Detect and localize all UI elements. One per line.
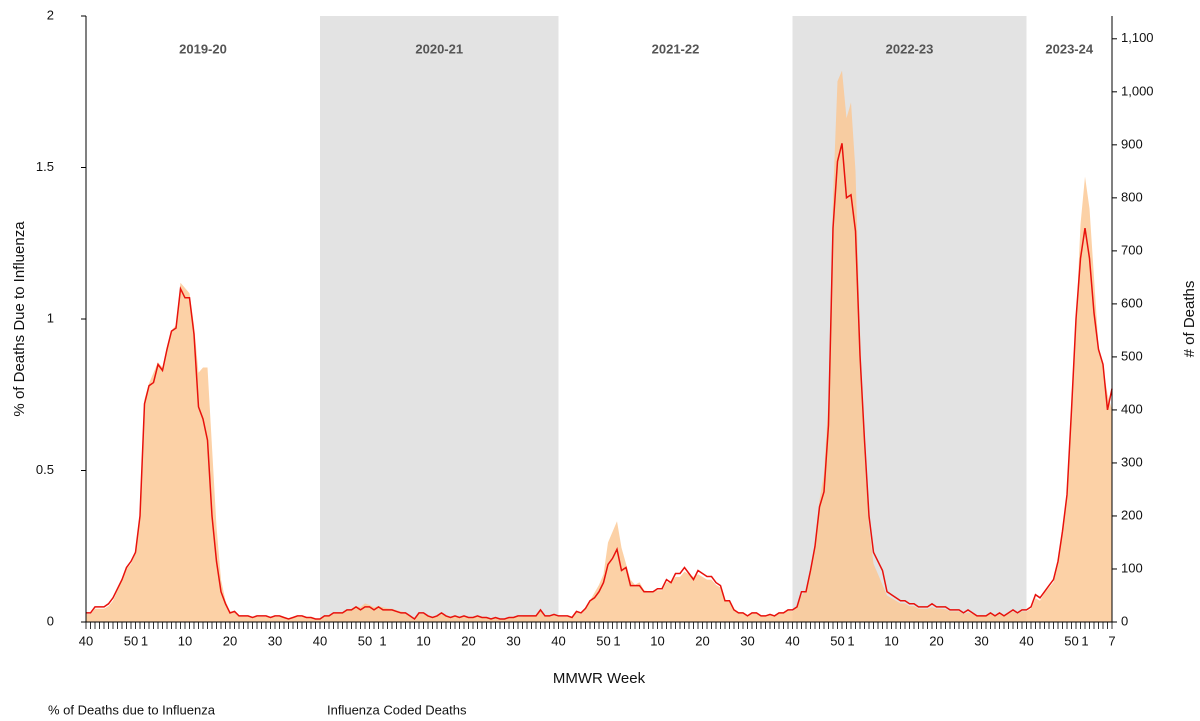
y2-tick-label: 800 bbox=[1121, 189, 1143, 204]
x-tick-label: 50 bbox=[124, 633, 138, 648]
x-tick-label: 40 bbox=[79, 633, 93, 648]
y-axis-title: % of Deaths Due to Influenza bbox=[11, 221, 28, 417]
x-axis-title: MMWR Week bbox=[553, 670, 646, 687]
y2-tick-label: 900 bbox=[1121, 136, 1143, 151]
x-tick-label: 30 bbox=[506, 633, 520, 648]
x-tick-label: 40 bbox=[313, 633, 327, 648]
season-label: 2020-21 bbox=[415, 41, 463, 56]
x-tick-label: 20 bbox=[223, 633, 237, 648]
x-tick-label: 1 bbox=[847, 633, 854, 648]
y-tick-label: 0 bbox=[47, 613, 54, 628]
y-tick-label: 2 bbox=[47, 7, 54, 22]
y-tick-label: 1 bbox=[47, 310, 54, 325]
x-tick-label: 20 bbox=[695, 633, 709, 648]
x-tick-label: 10 bbox=[416, 633, 430, 648]
x-tick-label: 20 bbox=[929, 633, 943, 648]
x-tick-label: 30 bbox=[740, 633, 754, 648]
y2-axis-title: # of Deaths bbox=[1181, 281, 1198, 358]
y2-tick-label: 300 bbox=[1121, 454, 1143, 469]
x-tick-label: 50 bbox=[830, 633, 844, 648]
y2-tick-label: 100 bbox=[1121, 560, 1143, 575]
x-tick-label: 40 bbox=[1019, 633, 1033, 648]
x-tick-label: 10 bbox=[178, 633, 192, 648]
x-tick-label: 30 bbox=[974, 633, 988, 648]
x-tick-label: 1 bbox=[613, 633, 620, 648]
y2-tick-label: 500 bbox=[1121, 348, 1143, 363]
y2-tick-label: 400 bbox=[1121, 401, 1143, 416]
deaths-area bbox=[86, 70, 1112, 623]
y2-tick-label: 700 bbox=[1121, 242, 1143, 257]
x-tick-label: 1 bbox=[141, 633, 148, 648]
y2-tick-label: 1,000 bbox=[1121, 83, 1154, 98]
y2-tick-label: 0 bbox=[1121, 613, 1128, 628]
x-tick-label: 30 bbox=[268, 633, 282, 648]
x-tick-label: 1 bbox=[379, 633, 386, 648]
x-tick-label: 1 bbox=[1081, 633, 1088, 648]
season-label: 2021-22 bbox=[652, 41, 700, 56]
percent-line bbox=[86, 143, 1113, 621]
x-tick-label: 7 bbox=[1108, 633, 1115, 648]
y2-tick-label: 200 bbox=[1121, 507, 1143, 522]
x-tick-label: 10 bbox=[650, 633, 664, 648]
x-tick-label: 40 bbox=[785, 633, 799, 648]
season-band bbox=[320, 16, 559, 622]
y2-tick-label: 600 bbox=[1121, 295, 1143, 310]
season-label: 2022-23 bbox=[886, 41, 934, 56]
y-tick-label: 1.5 bbox=[36, 159, 54, 174]
x-tick-label: 50 bbox=[358, 633, 372, 648]
y2-tick-label: 1,100 bbox=[1121, 30, 1154, 45]
x-tick-label: 50 bbox=[596, 633, 610, 648]
x-tick-label: 50 bbox=[1064, 633, 1078, 648]
season-label: 2019-20 bbox=[179, 41, 227, 56]
y-tick-label: 0.5 bbox=[36, 462, 54, 477]
x-tick-label: 20 bbox=[461, 633, 475, 648]
legend-entry: % of Deaths due to Influenza bbox=[48, 702, 216, 717]
legend-entry: Influenza Coded Deaths bbox=[327, 702, 467, 717]
x-tick-label: 10 bbox=[884, 633, 898, 648]
season-label: 2023-24 bbox=[1045, 41, 1093, 56]
x-tick-label: 40 bbox=[551, 633, 565, 648]
